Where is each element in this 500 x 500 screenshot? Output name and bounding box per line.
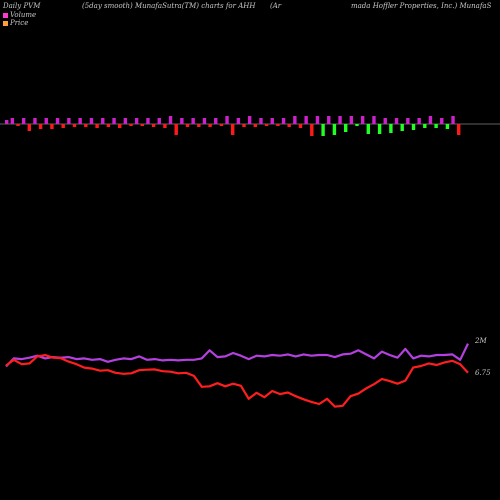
pvm-bar bbox=[118, 124, 122, 128]
header-company-open: (Ar bbox=[270, 2, 282, 10]
pvm-bar bbox=[253, 124, 257, 127]
pvm-bar bbox=[61, 124, 65, 128]
pvm-bar bbox=[440, 118, 444, 124]
pvm-bar bbox=[180, 118, 184, 124]
pvm-bar bbox=[38, 124, 43, 129]
pvm-bar bbox=[321, 124, 325, 136]
pvm-bar bbox=[360, 116, 365, 124]
pvm-bar bbox=[72, 124, 77, 127]
pvm-bar bbox=[185, 124, 190, 127]
pvm-bar bbox=[123, 118, 128, 124]
pvm-bar bbox=[225, 116, 229, 124]
pvm-bar bbox=[78, 118, 82, 124]
pvm-bar bbox=[344, 124, 348, 132]
pvm-bar bbox=[406, 118, 410, 124]
pvm-bar bbox=[67, 118, 71, 124]
pvm-bar bbox=[281, 118, 286, 124]
header-middle: (5day smooth) MunafaSutra(TM) charts for… bbox=[82, 2, 256, 10]
pvm-bar bbox=[16, 124, 20, 126]
pvm-bar bbox=[428, 116, 433, 124]
pvm-bar bbox=[140, 124, 144, 126]
pvm-bar bbox=[287, 124, 291, 127]
legend-price-label: Price bbox=[10, 19, 29, 27]
legend-price-swatch bbox=[3, 20, 8, 26]
pvm-bar bbox=[304, 116, 308, 124]
pvm-bar bbox=[106, 124, 111, 127]
pvm-bar bbox=[231, 124, 235, 135]
pvm-bar bbox=[168, 116, 173, 124]
pvm-bar bbox=[264, 124, 269, 126]
pvm-bar bbox=[298, 124, 303, 128]
pvm-bar bbox=[276, 124, 280, 126]
y-tick-6-75: 6.75 bbox=[475, 369, 491, 377]
pvm-bar bbox=[236, 118, 241, 124]
pvm-bar bbox=[219, 124, 224, 126]
pvm-bar bbox=[310, 124, 314, 136]
pvm-bar bbox=[270, 118, 274, 124]
pvm-bar bbox=[21, 118, 26, 124]
pvm-bar bbox=[457, 124, 461, 135]
legend-volume-label: Volume bbox=[10, 11, 37, 19]
pvm-bar bbox=[50, 124, 54, 129]
price-line bbox=[5, 354, 469, 408]
legend-volume: Volume bbox=[3, 11, 36, 19]
pvm-bar bbox=[129, 124, 133, 126]
pvm-bar bbox=[157, 118, 161, 124]
pvm-bar bbox=[377, 124, 382, 134]
pvm-bar bbox=[372, 116, 376, 124]
pvm-bar bbox=[366, 124, 370, 134]
legend-price: Price bbox=[3, 19, 28, 27]
pvm-bar bbox=[417, 118, 421, 124]
header-left: Daily PVM bbox=[3, 2, 41, 10]
pvm-bar bbox=[27, 124, 31, 131]
pvm-bar bbox=[44, 118, 48, 124]
pvm-bar bbox=[191, 118, 195, 124]
pvm-bar bbox=[423, 124, 427, 128]
pvm-bar bbox=[389, 124, 393, 133]
pvm-bar bbox=[394, 118, 399, 124]
pvm-bar bbox=[247, 116, 252, 124]
pvm-bar bbox=[242, 124, 246, 127]
pvm-bar bbox=[95, 124, 99, 128]
pvm-bar bbox=[174, 124, 178, 135]
pvm-bar bbox=[84, 124, 88, 127]
pvm-bar bbox=[355, 124, 359, 126]
pvm-bar bbox=[400, 124, 404, 131]
pvm-bar bbox=[101, 118, 105, 124]
pvm-bar bbox=[214, 118, 218, 124]
pvm-bar bbox=[89, 118, 94, 124]
pvm-bar bbox=[5, 120, 9, 124]
header-company-rest: mada Hoffler Properties, Inc.) MunafaS bbox=[351, 2, 492, 10]
pvm-bar bbox=[163, 124, 167, 128]
pvm-bar bbox=[208, 124, 212, 127]
pvm-bar bbox=[197, 124, 201, 127]
pvm-bar bbox=[434, 124, 438, 128]
pvm-bar bbox=[112, 118, 116, 124]
pvm-bar bbox=[383, 118, 387, 124]
pvm-bar bbox=[259, 118, 263, 124]
pvm-bar bbox=[146, 118, 150, 124]
pvm-bar bbox=[327, 116, 331, 124]
pvm-bar bbox=[134, 118, 139, 124]
legend-volume-swatch bbox=[3, 12, 8, 18]
pvm-bar bbox=[349, 116, 354, 124]
pvm-bar bbox=[55, 118, 60, 124]
pvm-bar bbox=[10, 118, 15, 124]
pvm-bar bbox=[451, 116, 455, 124]
volume-line bbox=[5, 343, 469, 368]
pvm-bar bbox=[315, 116, 320, 124]
pvm-bar bbox=[338, 116, 342, 124]
pvm-bar bbox=[202, 118, 207, 124]
pvm-bar bbox=[332, 124, 337, 135]
pvm-bar bbox=[411, 124, 416, 130]
pvm-bar bbox=[33, 118, 37, 124]
pvm-bars bbox=[5, 116, 461, 136]
pvm-bar bbox=[151, 124, 156, 127]
y-tick-2m: 2M bbox=[474, 337, 487, 345]
pvm-bar bbox=[445, 124, 450, 129]
pvm-bar bbox=[293, 116, 297, 124]
